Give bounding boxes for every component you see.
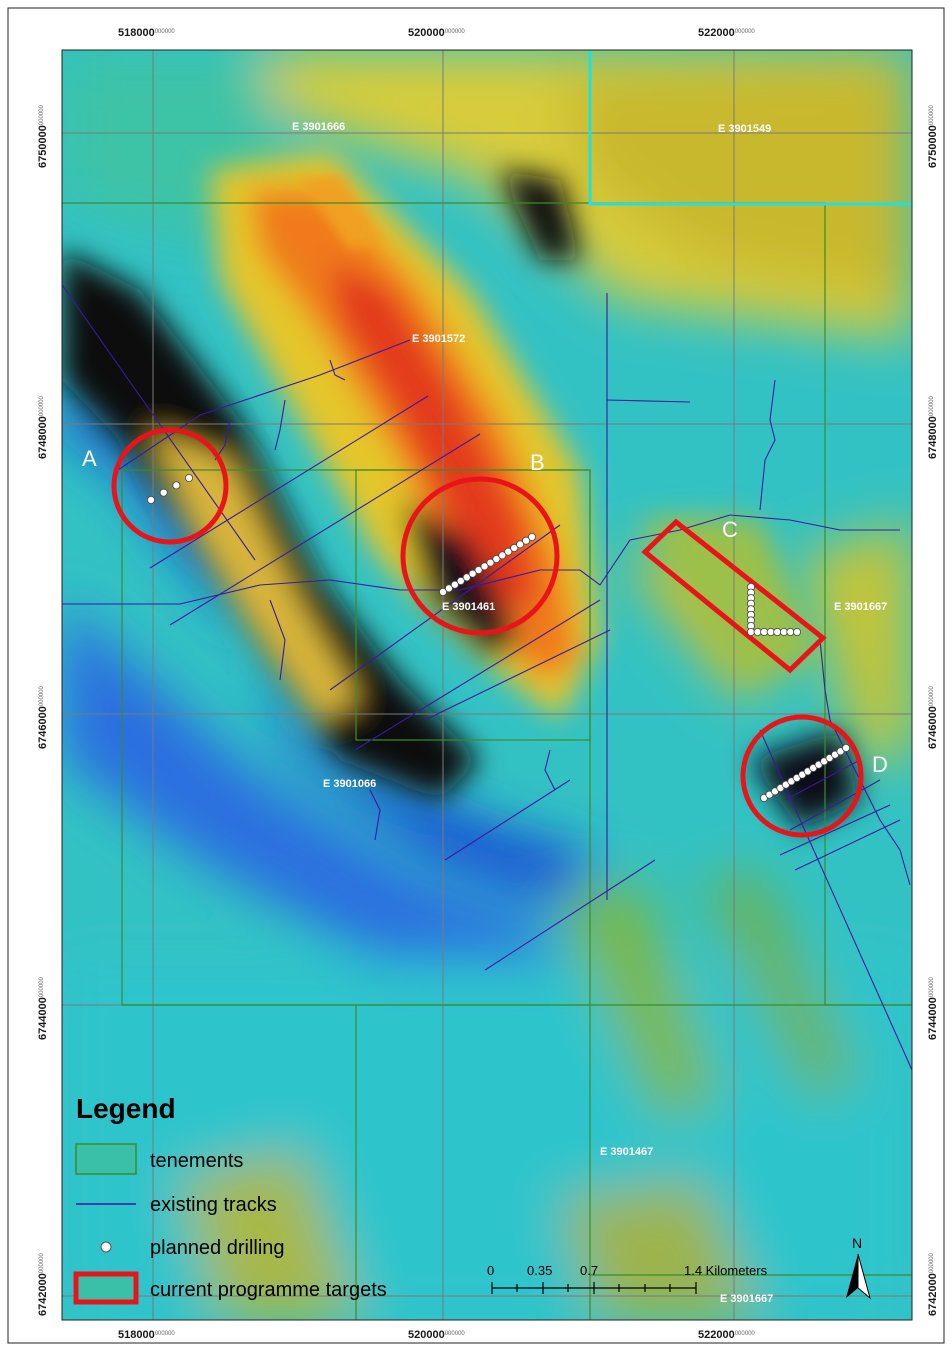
legend-label: tenements — [150, 1150, 243, 1172]
tenement-label: E 3901667 — [834, 601, 887, 613]
easting-label: 522000000000 — [698, 27, 755, 39]
drill-hole-marker — [504, 547, 513, 556]
drill-hole-marker — [766, 628, 775, 637]
drill-hole-marker — [842, 744, 851, 753]
easting-label: 518000000000 — [118, 1329, 175, 1341]
drill-hole-marker — [747, 628, 756, 637]
easting-label: 518000000000 — [118, 27, 175, 39]
tenement-label: E 3901461 — [442, 601, 495, 613]
legend: Legend tenements existing tracks planned… — [73, 1093, 387, 1305]
drill-hole-marker — [456, 577, 465, 586]
drill-hole-marker — [474, 566, 483, 575]
northing-label: 6746000000000 — [927, 685, 939, 749]
target-letter: D — [872, 752, 888, 777]
tenement-label: E 3901467 — [600, 1146, 653, 1158]
drill-hole-marker — [184, 473, 193, 482]
drill-hole-marker — [793, 628, 802, 637]
legend-swatch-drilling — [100, 1241, 112, 1253]
drill-hole-marker — [146, 495, 155, 504]
tenement-label: E 3901066 — [323, 778, 376, 790]
drill-hole-marker — [773, 628, 782, 637]
scale-label: 0.35 — [527, 1263, 552, 1278]
drill-hole-marker — [462, 573, 471, 582]
drill-hole-marker — [528, 533, 537, 542]
northing-label: 6748000000000 — [927, 395, 939, 459]
drill-hole-marker — [480, 562, 489, 571]
northing-label: 6746000000000 — [37, 685, 49, 749]
drill-hole-marker — [444, 584, 453, 593]
drill-hole-marker — [498, 551, 507, 560]
north-label: N — [852, 1235, 862, 1251]
drill-hole-marker — [438, 588, 447, 597]
drill-hole-marker — [786, 628, 795, 637]
legend-swatch-targets — [73, 1271, 139, 1305]
target-b-circle[interactable] — [400, 476, 560, 636]
northing-label: 6748000000000 — [37, 395, 49, 459]
easting-label: 520000000000 — [408, 1329, 465, 1341]
highlight-tenement-boundary — [588, 50, 912, 206]
target-d-circle[interactable] — [740, 714, 864, 838]
drill-hole-marker — [492, 555, 501, 564]
target-letter: C — [722, 517, 738, 542]
drill-hole-marker — [516, 540, 525, 549]
easting-label: 522000000000 — [698, 1329, 755, 1341]
drill-hole-marker — [760, 628, 769, 637]
drill-hole-marker — [522, 536, 531, 545]
scale-bar: 0 0.35 0.7 1.4 Kilometers — [487, 1263, 768, 1294]
drill-hole-marker — [468, 569, 477, 578]
scale-label: 0.7 — [580, 1263, 598, 1278]
planned-drilling — [146, 473, 851, 803]
northing-labels-left: 6750000000000 6748000000000 674600000000… — [37, 104, 49, 1316]
legend-swatch-tenements — [75, 1143, 137, 1175]
tenement-label: E 3901667 — [720, 1293, 773, 1305]
tenement-labels: E 3901666 E 3901549 E 3901572 E 3901461 … — [292, 121, 887, 1305]
tenement-label: E 3901666 — [292, 121, 345, 133]
target-letter: B — [530, 450, 545, 475]
northing-label: 6750000000000 — [37, 104, 49, 168]
target-a-circle[interactable] — [111, 427, 229, 545]
northing-label: 6742000000000 — [37, 1252, 49, 1316]
legend-label: existing tracks — [150, 1194, 277, 1216]
easting-labels-top: 518000000000 520000000000 522000000000 — [118, 27, 755, 39]
easting-label: 520000000000 — [408, 27, 465, 39]
drill-hole-marker — [172, 481, 181, 490]
northing-labels-right: 6750000000000 6748000000000 674600000000… — [927, 104, 939, 1316]
tenement-label: E 3901572 — [412, 333, 465, 345]
target-letter: A — [82, 446, 97, 471]
northing-label: 6744000000000 — [927, 976, 939, 1040]
tenement-label: E 3901549 — [718, 123, 771, 135]
easting-labels-bottom: 518000000000 520000000000 522000000000 — [118, 1329, 755, 1341]
scale-label: 0 — [487, 1263, 494, 1278]
legend-label: planned drilling — [150, 1237, 285, 1259]
drill-hole-marker — [779, 628, 788, 637]
scale-label: 1.4 Kilometers — [684, 1263, 768, 1278]
northing-label: 6744000000000 — [37, 976, 49, 1040]
drill-hole-marker — [159, 488, 168, 497]
target-outlines — [111, 427, 864, 838]
north-arrow-icon: N — [846, 1235, 871, 1300]
legend-title: Legend — [76, 1093, 176, 1124]
existing-tracks — [62, 284, 912, 1071]
legend-label: current programme targets — [150, 1279, 387, 1301]
magnetic-raster — [62, 50, 912, 1320]
drill-hole-marker — [486, 558, 495, 567]
drill-hole-marker — [753, 628, 762, 637]
target-c-rectangle[interactable] — [641, 518, 827, 674]
northing-label: 6750000000000 — [927, 104, 939, 168]
northing-label: 6742000000000 — [927, 1252, 939, 1316]
drill-hole-marker — [510, 544, 519, 553]
drill-hole-marker — [450, 580, 459, 589]
map-border — [61, 49, 913, 1321]
